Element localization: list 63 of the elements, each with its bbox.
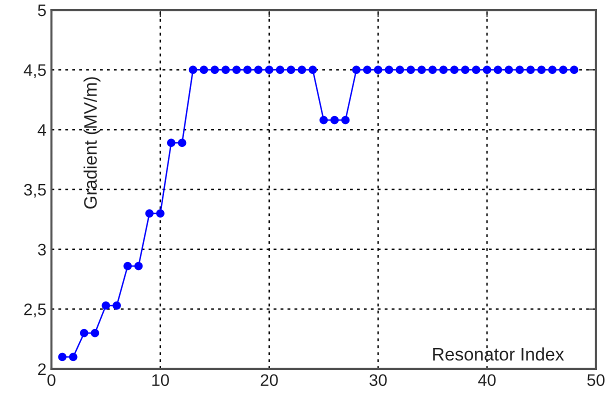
point [320,116,328,124]
point [298,66,306,74]
point [526,66,535,74]
point [145,209,154,218]
point [222,66,230,74]
point [90,328,100,338]
point [112,301,121,310]
y-tick-label: 4,5 [24,64,46,78]
point [570,66,578,74]
point [537,66,546,74]
point [254,66,262,74]
point [276,66,284,74]
y-axis-title: Gradient (MV/m) [84,77,100,209]
point [167,138,176,147]
point [352,66,361,74]
point [58,352,66,362]
point [102,301,110,310]
point [200,66,208,74]
y-tick-label: 4 [38,124,46,136]
point [134,262,143,270]
point [396,66,404,74]
point [559,66,568,74]
point [69,352,78,362]
x-tick-label: 50 [587,374,605,386]
point [516,66,524,74]
point [461,66,470,74]
point [472,66,480,74]
x-tick-label: 30 [369,374,387,386]
point [494,66,502,74]
point [330,116,339,124]
point [286,66,296,74]
point [504,66,513,74]
point [548,66,557,74]
x-tick-label: 0 [47,374,56,386]
x-tick-label: 20 [260,374,278,386]
point [232,66,241,74]
point [450,66,459,74]
point [374,66,382,74]
point [418,66,426,74]
point [308,66,317,74]
point [265,66,274,74]
point [188,66,198,74]
x-tick-label: 10 [152,374,169,386]
y-tick-label: 3,5 [24,184,46,198]
point [123,262,132,270]
y-tick-label: 5 [38,4,46,16]
point [210,66,219,74]
x-axis-title: Resonator Index [433,347,564,361]
point [406,66,415,74]
point [341,116,350,124]
x-tick-label: 40 [478,374,496,386]
point [384,66,394,74]
point [363,66,372,74]
point [428,66,437,74]
y-tick-label: 2 [38,363,46,375]
y-tick-label: 2,5 [24,304,46,318]
point [243,66,252,74]
point [482,66,492,74]
y-tick-label: 3 [38,244,46,256]
point [156,209,164,218]
point [80,328,88,338]
point [439,66,448,74]
point [178,138,186,147]
